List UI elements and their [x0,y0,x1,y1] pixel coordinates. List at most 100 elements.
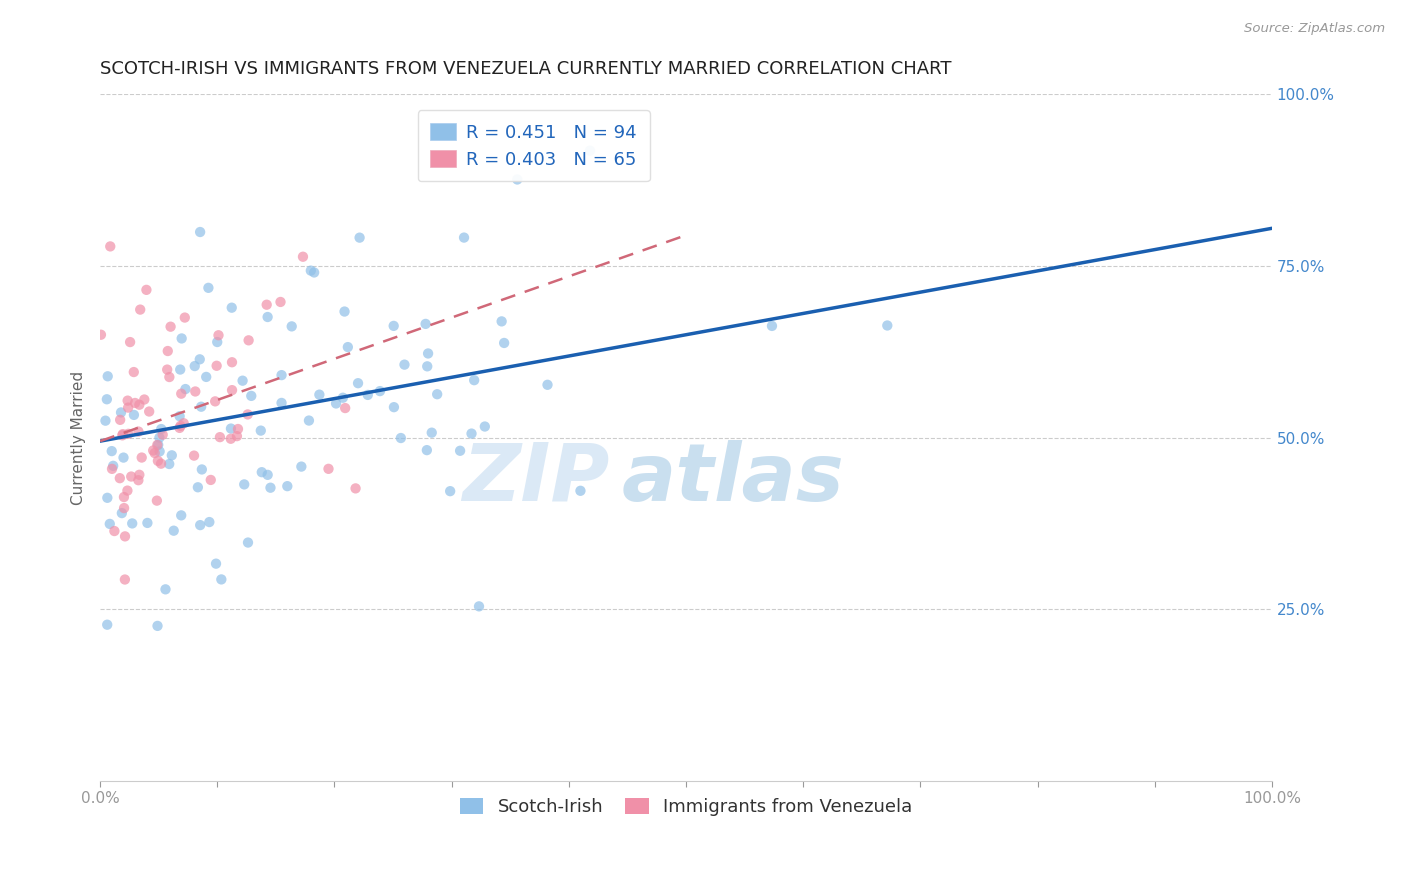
Y-axis label: Currently Married: Currently Married [72,371,86,505]
Point [120,469,142,483]
Point [347,376,370,391]
Point [131,450,153,465]
Point [221,355,243,369]
Point [198,515,221,529]
Point [318,462,340,476]
Point [103,524,125,538]
Point [468,599,491,614]
Point [238,334,260,348]
Point [134,392,156,407]
Point [174,382,197,396]
Point [474,419,496,434]
Point [240,389,263,403]
Point [349,230,371,244]
Point [453,230,475,244]
Point [209,573,232,587]
Point [112,450,135,465]
Point [111,506,134,520]
Point [120,334,142,349]
Point [183,449,205,463]
Point [219,421,242,435]
Text: ZIP: ZIP [463,440,610,518]
Point [226,422,249,436]
Point [221,301,243,315]
Point [124,396,146,410]
Point [208,430,231,444]
Point [276,479,298,493]
Point [357,388,380,402]
Point [205,557,228,571]
Point [256,310,278,324]
Point [226,429,249,443]
Point [128,467,150,482]
Point [280,319,302,334]
Point [110,405,132,419]
Point [270,368,292,383]
Point [439,484,461,499]
Point [112,501,135,516]
Point [426,387,449,401]
Point [96,617,118,632]
Point [148,431,170,445]
Point [256,298,278,312]
Legend: Scotch-Irish, Immigrants from Venezuela: Scotch-Irish, Immigrants from Venezuela [453,790,920,823]
Point [197,281,219,295]
Point [335,401,357,415]
Point [108,413,131,427]
Point [344,482,367,496]
Point [148,438,170,452]
Point [157,457,180,471]
Point [143,446,166,460]
Point [270,295,292,310]
Point [416,346,439,360]
Point [142,443,165,458]
Point [200,473,222,487]
Point [135,283,157,297]
Point [325,396,347,410]
Point [506,172,529,186]
Point [121,516,143,531]
Point [191,462,214,476]
Point [270,396,292,410]
Point [129,302,152,317]
Point [127,473,149,487]
Point [152,427,174,442]
Point [138,404,160,418]
Point [150,422,173,436]
Point [169,362,191,376]
Point [415,317,437,331]
Point [98,239,121,253]
Point [90,327,112,342]
Point [291,250,314,264]
Point [160,448,183,462]
Point [232,374,254,388]
Point [157,370,180,384]
Point [146,619,169,633]
Point [187,480,209,494]
Point [204,394,226,409]
Point [195,370,218,384]
Point [170,508,193,523]
Point [96,491,118,505]
Point [250,465,273,479]
Point [149,444,172,458]
Point [236,535,259,549]
Point [389,431,412,445]
Point [579,144,602,158]
Point [333,304,356,318]
Point [169,418,191,433]
Point [460,426,482,441]
Point [170,331,193,345]
Point [150,457,173,471]
Point [101,462,124,476]
Point [184,359,207,373]
Point [207,334,229,349]
Point [491,314,513,328]
Point [249,424,271,438]
Point [221,383,243,397]
Point [382,400,405,414]
Point [761,318,783,333]
Point [122,365,145,379]
Point [299,263,322,277]
Point [463,373,485,387]
